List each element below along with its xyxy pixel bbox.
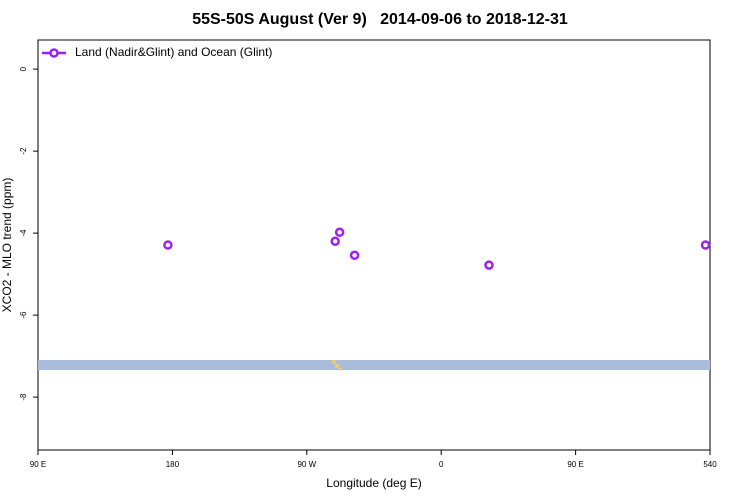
x-tick-label: 180 xyxy=(166,460,180,469)
data-point xyxy=(484,260,494,270)
x-tick-label: 0 xyxy=(439,460,444,469)
data-point xyxy=(334,227,345,238)
x-axis-label: Longitude (deg E) xyxy=(326,476,421,490)
y-tick-label: -6 xyxy=(19,311,28,319)
map-strip xyxy=(38,360,710,370)
chart-title: 55S-50S August (Ver 9) 2014-09-06 to 201… xyxy=(192,11,568,28)
data-point xyxy=(700,240,711,250)
map-feature xyxy=(335,364,339,368)
legend-marker xyxy=(49,48,59,58)
legend-label: Land (Nadir&Glint) and Ocean (Glint) xyxy=(75,45,272,59)
x-tick-label: 90 E xyxy=(30,460,46,469)
y-tick-label: -4 xyxy=(19,229,28,237)
data-point xyxy=(163,240,173,250)
y-tick-label: -2 xyxy=(19,147,28,155)
plot-frame xyxy=(37,39,711,451)
data-point xyxy=(330,236,340,247)
map-feature xyxy=(332,360,336,364)
x-tick-label: 90 W xyxy=(297,460,316,469)
data-point xyxy=(349,250,360,260)
y-tick-label: -8 xyxy=(19,393,28,401)
y-tick-label: 0 xyxy=(19,66,28,71)
x-tick-label: 540 xyxy=(703,460,717,469)
x-tick-label: 90 E xyxy=(567,460,583,469)
map-feature xyxy=(338,367,342,371)
y-axis-label: XCO2 - MLO trend (ppm) xyxy=(0,178,14,313)
